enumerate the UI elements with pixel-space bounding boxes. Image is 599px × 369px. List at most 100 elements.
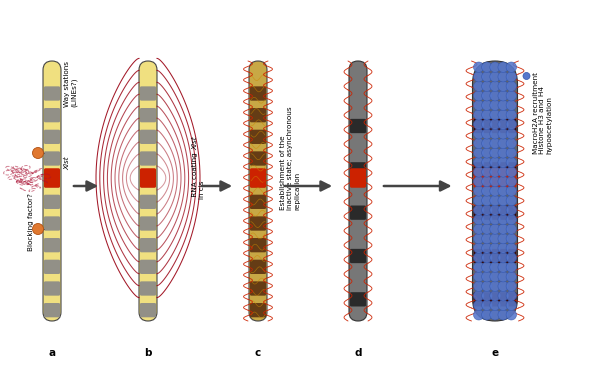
Circle shape <box>506 290 516 301</box>
Circle shape <box>473 195 484 206</box>
Text: Xist: Xist <box>192 136 198 149</box>
Circle shape <box>498 129 509 139</box>
Circle shape <box>473 310 484 320</box>
FancyBboxPatch shape <box>473 162 516 176</box>
Circle shape <box>490 119 500 130</box>
Circle shape <box>490 214 500 225</box>
Circle shape <box>490 186 500 196</box>
Circle shape <box>482 138 492 149</box>
Circle shape <box>506 195 516 206</box>
FancyBboxPatch shape <box>250 130 266 144</box>
Circle shape <box>473 90 484 101</box>
FancyBboxPatch shape <box>140 86 156 101</box>
Circle shape <box>506 224 516 234</box>
FancyBboxPatch shape <box>140 130 156 144</box>
FancyBboxPatch shape <box>250 303 266 317</box>
Circle shape <box>490 167 500 177</box>
Circle shape <box>498 300 509 310</box>
FancyBboxPatch shape <box>250 86 266 101</box>
Circle shape <box>490 224 500 234</box>
Circle shape <box>473 186 484 196</box>
Circle shape <box>498 167 509 177</box>
Circle shape <box>490 234 500 244</box>
Circle shape <box>482 262 492 272</box>
FancyBboxPatch shape <box>139 61 157 321</box>
Circle shape <box>506 243 516 254</box>
Circle shape <box>498 195 509 206</box>
Circle shape <box>490 81 500 92</box>
Circle shape <box>490 62 500 72</box>
Circle shape <box>506 272 516 282</box>
FancyBboxPatch shape <box>140 216 156 231</box>
Circle shape <box>498 186 509 196</box>
Circle shape <box>490 90 500 101</box>
Circle shape <box>506 138 516 149</box>
Circle shape <box>506 252 516 263</box>
Circle shape <box>506 186 516 196</box>
Text: e: e <box>491 348 498 358</box>
Circle shape <box>498 214 509 225</box>
Circle shape <box>482 110 492 120</box>
FancyBboxPatch shape <box>44 238 60 252</box>
Circle shape <box>523 72 530 79</box>
Circle shape <box>473 243 484 254</box>
Text: c: c <box>255 348 261 358</box>
Text: a: a <box>49 348 56 358</box>
Circle shape <box>498 176 509 187</box>
Text: Establishment of the
inactive state; asynchronous
replication: Establishment of the inactive state; asy… <box>280 106 300 210</box>
Circle shape <box>490 243 500 254</box>
FancyBboxPatch shape <box>44 151 60 166</box>
Circle shape <box>473 176 484 187</box>
Circle shape <box>506 100 516 110</box>
Circle shape <box>473 214 484 225</box>
FancyBboxPatch shape <box>473 249 516 263</box>
Circle shape <box>490 176 500 187</box>
FancyBboxPatch shape <box>473 292 516 307</box>
Circle shape <box>482 224 492 234</box>
Circle shape <box>506 148 516 158</box>
FancyBboxPatch shape <box>44 216 60 231</box>
Circle shape <box>490 100 500 110</box>
Circle shape <box>506 157 516 168</box>
Circle shape <box>490 195 500 206</box>
Circle shape <box>482 272 492 282</box>
Circle shape <box>473 290 484 301</box>
Circle shape <box>473 62 484 72</box>
FancyBboxPatch shape <box>250 151 266 166</box>
Circle shape <box>482 281 492 292</box>
Circle shape <box>490 129 500 139</box>
Circle shape <box>490 310 500 320</box>
Circle shape <box>506 90 516 101</box>
FancyBboxPatch shape <box>44 86 60 101</box>
Circle shape <box>32 148 44 159</box>
FancyBboxPatch shape <box>473 168 516 188</box>
FancyBboxPatch shape <box>350 206 366 220</box>
FancyBboxPatch shape <box>473 206 516 220</box>
Circle shape <box>473 72 484 82</box>
Circle shape <box>490 281 500 292</box>
Circle shape <box>490 72 500 82</box>
Circle shape <box>506 167 516 177</box>
Circle shape <box>498 100 509 110</box>
FancyBboxPatch shape <box>350 249 366 263</box>
Circle shape <box>498 224 509 234</box>
Circle shape <box>490 138 500 149</box>
FancyBboxPatch shape <box>350 162 366 176</box>
Text: MacroH2A recruitment
Histone H3 and H4
hypoacetylation: MacroH2A recruitment Histone H3 and H4 h… <box>533 72 552 154</box>
FancyBboxPatch shape <box>140 168 156 188</box>
Circle shape <box>498 138 509 149</box>
Circle shape <box>506 281 516 292</box>
Circle shape <box>473 205 484 215</box>
Circle shape <box>482 62 492 72</box>
Circle shape <box>473 224 484 234</box>
FancyBboxPatch shape <box>44 195 60 209</box>
FancyBboxPatch shape <box>350 168 366 188</box>
Circle shape <box>506 234 516 244</box>
Circle shape <box>506 129 516 139</box>
Circle shape <box>490 290 500 301</box>
Circle shape <box>498 243 509 254</box>
Circle shape <box>498 252 509 263</box>
FancyBboxPatch shape <box>140 260 156 274</box>
Circle shape <box>506 262 516 272</box>
Circle shape <box>473 119 484 130</box>
